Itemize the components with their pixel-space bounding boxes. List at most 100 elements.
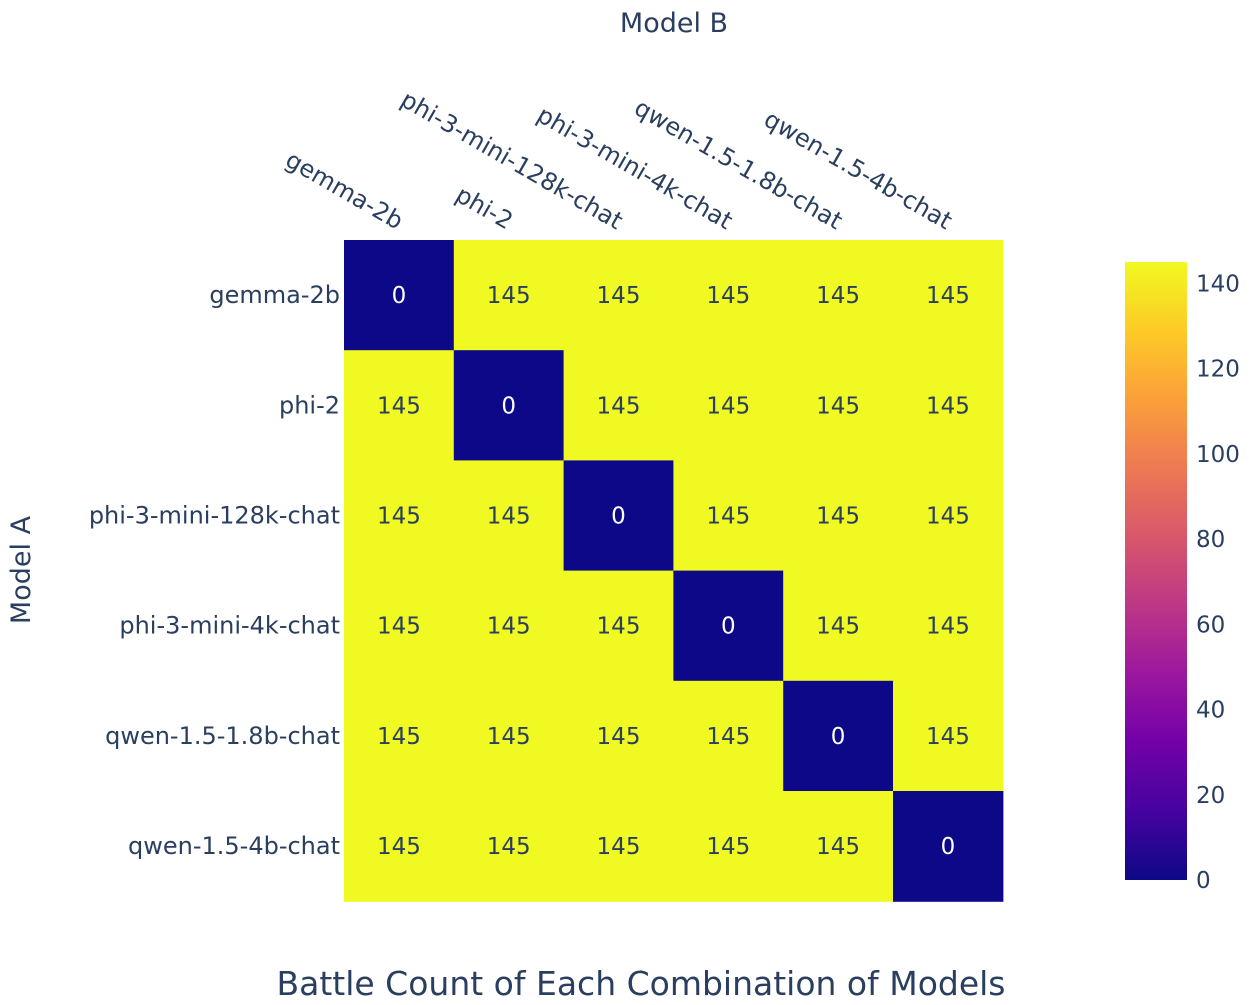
heatmap-cell <box>453 680 565 792</box>
heatmap-cell <box>453 791 565 902</box>
cell-value-label: 145 <box>487 283 531 309</box>
cell-value-label: 145 <box>816 393 860 419</box>
heatmap-cell <box>563 791 674 902</box>
heatmap-cell <box>893 240 1004 351</box>
x-tick-label: phi-3-mini-4k-chat <box>532 101 737 236</box>
x-axis-ticks: gemma-2b phi-2phi-3-mini-128k-chatphi-3-m… <box>281 85 957 235</box>
cell-value-label: 145 <box>926 614 970 640</box>
heatmap-cell <box>344 240 455 351</box>
heatmap-cell <box>453 570 565 682</box>
cell-value-label: 145 <box>487 724 531 750</box>
heatmap-cell <box>783 791 894 902</box>
colorbar-tick-label: 140 <box>1196 271 1240 297</box>
cell-value-label: 145 <box>377 614 421 640</box>
heatmap-cell <box>783 460 894 572</box>
cell-value-label: 145 <box>377 393 421 419</box>
heatmap-cell <box>673 460 784 572</box>
cell-value-label: 145 <box>597 283 641 309</box>
x-axis-title: Model B <box>620 8 728 39</box>
heatmap-cell <box>893 791 1004 902</box>
heatmap-cell <box>563 680 674 792</box>
x-tick-label: qwen-1.5-1.8b-chat <box>630 93 847 235</box>
heatmap-cell <box>453 350 565 461</box>
cell-value-label: 0 <box>611 504 626 530</box>
colorbar <box>1125 262 1187 880</box>
cell-value-label: 145 <box>706 724 750 750</box>
heatmap-cell <box>783 570 894 682</box>
cell-value-label: 145 <box>597 393 641 419</box>
heatmap-cells <box>344 240 1004 902</box>
heatmap-cell <box>893 680 1004 792</box>
cell-value-label: 145 <box>487 614 531 640</box>
heatmap-cell <box>783 680 894 792</box>
cell-value-label: 145 <box>377 504 421 530</box>
heatmap-cell <box>563 460 674 572</box>
heatmap-cell <box>344 460 455 572</box>
y-tick-label: qwen-1.5-1.8b-chat <box>105 722 340 750</box>
x-tick-label: gemma-2b <box>281 146 408 236</box>
colorbar-ticks: 0 20 40 60 80 100 120 140 <box>1196 271 1240 894</box>
colorbar-tick-label: 100 <box>1196 442 1240 468</box>
heatmap-cell <box>344 350 455 461</box>
heatmap-cell <box>453 240 565 351</box>
cell-value-label: 145 <box>487 504 531 530</box>
y-tick-label: gemma-2b <box>209 281 340 309</box>
cell-value-label: 145 <box>816 283 860 309</box>
cell-value-label: 0 <box>501 393 516 419</box>
colorbar-tick-label: 120 <box>1196 357 1240 383</box>
colorbar-tick-label: 20 <box>1196 783 1225 809</box>
heatmap-cell <box>673 350 784 461</box>
x-tick-label: phi-2 <box>451 180 518 235</box>
cell-value-label: 0 <box>721 614 736 640</box>
colorbar-tick-label: 80 <box>1196 527 1225 553</box>
cell-value-label: 145 <box>816 504 860 530</box>
cell-value-label: 145 <box>597 724 641 750</box>
cell-value-label: 145 <box>926 504 970 530</box>
y-axis-ticks: gemma-2b phi-2 phi-3-mini-128k-chat phi-3-m… <box>89 281 340 860</box>
cell-value-label: 145 <box>377 834 421 860</box>
heatmap-cell <box>893 460 1004 572</box>
heatmap-cell <box>673 680 784 792</box>
y-tick-label: phi-3-mini-128k-chat <box>89 502 340 530</box>
cell-value-label: 145 <box>597 614 641 640</box>
y-tick-label: phi-2 <box>279 391 340 419</box>
colorbar-tick-label: 60 <box>1196 612 1225 638</box>
cell-value-label: 145 <box>487 834 531 860</box>
cell-value-label: 145 <box>706 504 750 530</box>
cell-value-label: 145 <box>706 393 750 419</box>
cell-value-label: 145 <box>926 724 970 750</box>
heatmap-cell <box>783 240 894 351</box>
heatmap-cell <box>563 350 674 461</box>
heatmap-cell <box>344 791 455 902</box>
heatmap-cell <box>783 350 894 461</box>
cell-value-label: 145 <box>706 283 750 309</box>
colorbar-tick-label: 40 <box>1196 698 1225 724</box>
cell-value-label: 145 <box>597 834 641 860</box>
cell-value-label: 145 <box>706 834 750 860</box>
chart-title: Battle Count of Each Combination of Mode… <box>276 964 1005 1003</box>
x-tick-label: qwen-1.5-4b-chat <box>759 105 957 235</box>
cell-value-label: 145 <box>816 614 860 640</box>
heatmap-cell <box>673 570 784 682</box>
cell-value-label: 0 <box>831 724 846 750</box>
cell-value-label: 145 <box>926 393 970 419</box>
heatmap-cell <box>563 570 674 682</box>
heatmap-cell <box>673 240 784 351</box>
heatmap-cell <box>344 570 455 682</box>
cell-value-label: 145 <box>816 834 860 860</box>
cell-value-label: 145 <box>926 283 970 309</box>
cell-value-label: 145 <box>377 724 421 750</box>
heatmap-cell <box>344 680 455 792</box>
heatmap-cell <box>453 460 565 572</box>
cell-value-label: 0 <box>941 834 956 860</box>
heatmap-cell-labels: 0 145 145 145 145 145 145 0 145 145 145 145 145 145 0 1… <box>377 283 970 860</box>
colorbar-tick-label: 0 <box>1196 868 1211 894</box>
heatmap-cell <box>673 791 784 902</box>
heatmap-cell <box>893 350 1004 461</box>
y-axis-title: Model A <box>6 515 37 624</box>
cell-value-label: 0 <box>392 283 407 309</box>
y-tick-label: qwen-1.5-4b-chat <box>128 832 340 860</box>
heatmap-cell <box>893 570 1004 682</box>
heatmap-cell <box>563 240 674 351</box>
